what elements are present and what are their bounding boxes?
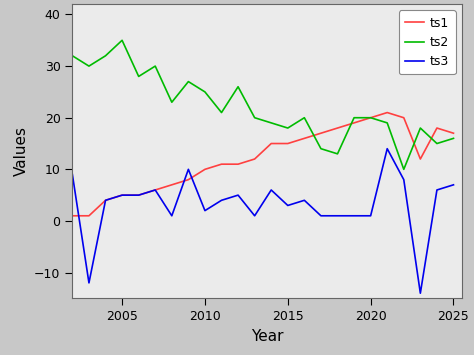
ts3 xyxy=(202,208,208,213)
ts2 xyxy=(169,100,174,104)
ts2 xyxy=(301,116,307,120)
ts2 xyxy=(86,64,92,68)
ts2 xyxy=(136,74,142,78)
ts3 xyxy=(219,198,224,202)
ts2 xyxy=(152,64,158,68)
ts2 xyxy=(285,126,291,130)
Legend: ts1, ts2, ts3: ts1, ts2, ts3 xyxy=(399,10,456,75)
Line: ts2: ts2 xyxy=(73,40,454,169)
ts3 xyxy=(119,193,125,197)
ts3 xyxy=(301,198,307,202)
ts1 xyxy=(384,110,390,115)
Line: ts3: ts3 xyxy=(73,149,454,293)
ts3 xyxy=(185,167,191,171)
ts2 xyxy=(103,54,109,58)
ts1 xyxy=(219,162,224,166)
ts3 xyxy=(451,183,456,187)
ts1 xyxy=(318,131,324,135)
ts3 xyxy=(434,188,440,192)
ts2 xyxy=(252,116,257,120)
ts2 xyxy=(219,110,224,115)
ts3 xyxy=(285,203,291,208)
ts2 xyxy=(185,80,191,84)
ts3 xyxy=(70,173,75,177)
ts1 xyxy=(103,198,109,202)
ts3 xyxy=(418,291,423,295)
ts3 xyxy=(318,214,324,218)
ts2 xyxy=(119,38,125,43)
ts2 xyxy=(368,116,374,120)
ts3 xyxy=(368,214,374,218)
ts3 xyxy=(86,281,92,285)
X-axis label: Year: Year xyxy=(251,329,283,344)
ts1 xyxy=(136,193,142,197)
ts3 xyxy=(136,193,142,197)
ts1 xyxy=(451,131,456,135)
ts1 xyxy=(335,126,340,130)
ts3 xyxy=(169,214,174,218)
ts2 xyxy=(434,141,440,146)
ts2 xyxy=(384,121,390,125)
ts3 xyxy=(235,193,241,197)
ts1 xyxy=(301,136,307,141)
ts2 xyxy=(401,167,407,171)
ts1 xyxy=(86,214,92,218)
ts1 xyxy=(70,214,75,218)
Line: ts1: ts1 xyxy=(73,113,454,216)
ts3 xyxy=(351,214,357,218)
ts3 xyxy=(252,214,257,218)
ts3 xyxy=(335,214,340,218)
ts1 xyxy=(268,141,274,146)
ts1 xyxy=(185,178,191,182)
ts1 xyxy=(418,157,423,161)
ts1 xyxy=(285,141,291,146)
ts1 xyxy=(152,188,158,192)
ts3 xyxy=(401,178,407,182)
ts2 xyxy=(202,90,208,94)
ts1 xyxy=(235,162,241,166)
Y-axis label: Values: Values xyxy=(14,126,28,176)
ts2 xyxy=(318,147,324,151)
ts2 xyxy=(335,152,340,156)
ts1 xyxy=(401,116,407,120)
ts2 xyxy=(235,84,241,89)
ts2 xyxy=(451,136,456,141)
ts2 xyxy=(70,54,75,58)
ts3 xyxy=(152,188,158,192)
ts3 xyxy=(268,188,274,192)
ts1 xyxy=(434,126,440,130)
ts3 xyxy=(103,198,109,202)
ts1 xyxy=(252,157,257,161)
ts2 xyxy=(268,121,274,125)
ts1 xyxy=(351,121,357,125)
ts3 xyxy=(384,147,390,151)
ts2 xyxy=(418,126,423,130)
ts1 xyxy=(119,193,125,197)
ts2 xyxy=(351,116,357,120)
ts1 xyxy=(169,183,174,187)
ts1 xyxy=(202,167,208,171)
ts1 xyxy=(368,116,374,120)
